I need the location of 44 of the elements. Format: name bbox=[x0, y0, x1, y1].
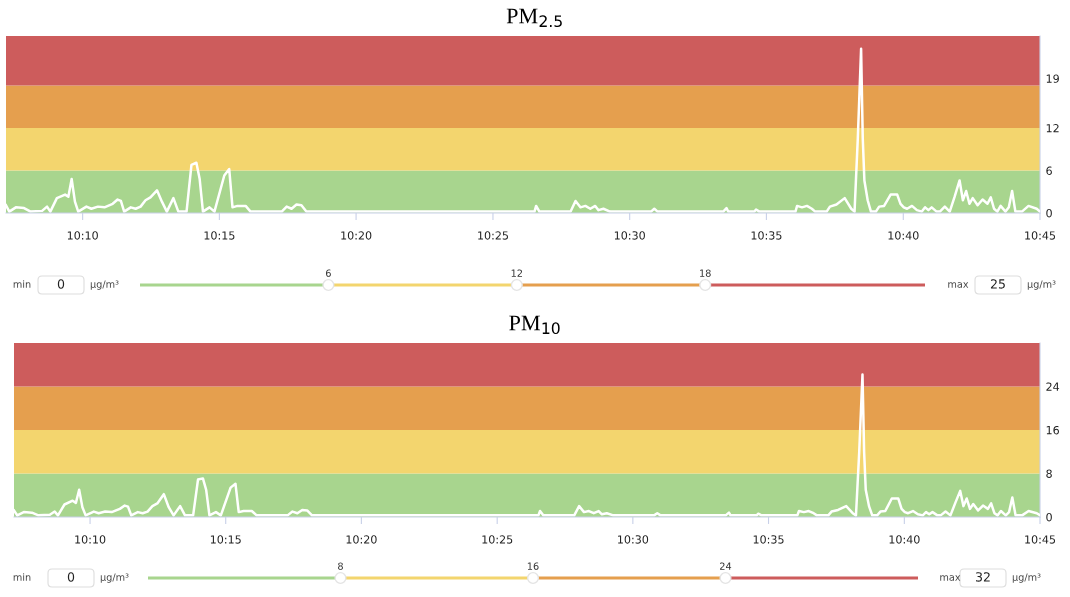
y-tick-label: 0 bbox=[1046, 208, 1052, 218]
text: µg/m³ bbox=[100, 573, 129, 583]
x-tick-label: 10:30 bbox=[614, 231, 645, 240]
y-tick-label: 8 bbox=[1046, 469, 1052, 478]
text: µg/m³ bbox=[1027, 280, 1056, 290]
x-tick-label: 10:40 bbox=[888, 231, 919, 240]
chart-title: PM$_{2.5}$ bbox=[506, 8, 562, 28]
x-tick-label: 10:10 bbox=[75, 535, 106, 544]
text: µg/m³ bbox=[90, 280, 119, 290]
text: 0 bbox=[67, 572, 75, 582]
text: max bbox=[940, 575, 961, 581]
x-tick-label: 10:30 bbox=[618, 535, 649, 544]
x-tick-label: 10:20 bbox=[346, 535, 377, 544]
x-tick-label: 10:35 bbox=[753, 535, 784, 544]
x-tick-label: 10:40 bbox=[889, 535, 920, 544]
y-tick-label: 12 bbox=[1046, 124, 1059, 133]
text: 0 bbox=[57, 279, 65, 289]
text: 16 bbox=[527, 562, 539, 570]
y-tick-label: 16 bbox=[1046, 425, 1059, 435]
x-tick-label: 10:25 bbox=[478, 231, 508, 240]
text: 18 bbox=[700, 269, 711, 277]
text: min bbox=[13, 280, 31, 288]
text: µg/m³ bbox=[1012, 573, 1041, 583]
x-tick-label: 10:45 bbox=[1025, 535, 1056, 544]
text: 24 bbox=[720, 562, 732, 570]
text: 8 bbox=[338, 562, 343, 570]
x-tick-label: 10:45 bbox=[1025, 231, 1056, 240]
x-tick-label: 10:10 bbox=[67, 231, 98, 240]
x-tick-label: 10:25 bbox=[482, 535, 513, 544]
chart-title: PM$_{10}$ bbox=[509, 315, 560, 335]
text: 12 bbox=[511, 269, 523, 277]
y-tick-label: 19 bbox=[1046, 74, 1059, 83]
x-tick-label: 10:15 bbox=[210, 535, 241, 544]
x-tick-label: 10:15 bbox=[204, 231, 235, 240]
y-tick-label: 6 bbox=[1046, 166, 1052, 175]
text: min bbox=[13, 573, 31, 581]
x-tick-label: 10:35 bbox=[751, 231, 782, 240]
x-tick-label: 10:20 bbox=[341, 231, 372, 240]
y-tick-label: 0 bbox=[1046, 512, 1052, 522]
text: max bbox=[948, 282, 969, 288]
text: 32 bbox=[976, 572, 990, 582]
y-tick-label: 24 bbox=[1046, 382, 1060, 391]
text: 6 bbox=[325, 269, 331, 277]
text: 25 bbox=[990, 279, 1005, 289]
